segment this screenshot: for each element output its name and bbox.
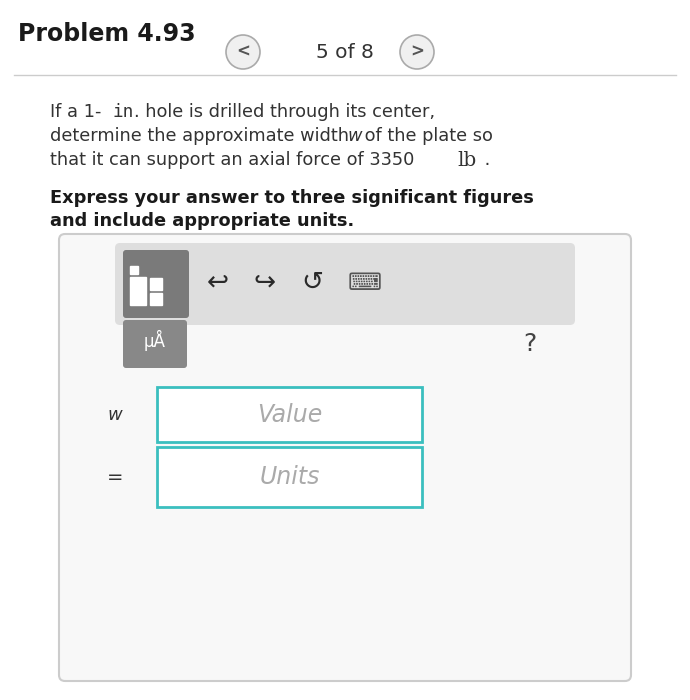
Text: >: > — [410, 43, 424, 61]
Text: =: = — [107, 468, 124, 486]
FancyBboxPatch shape — [59, 234, 631, 681]
FancyBboxPatch shape — [123, 250, 189, 318]
Text: that it can support an axial force of 3350: that it can support an axial force of 33… — [50, 151, 420, 169]
Text: .: . — [479, 151, 491, 169]
FancyBboxPatch shape — [115, 243, 575, 325]
Text: w: w — [347, 127, 362, 145]
Text: 5 of 8: 5 of 8 — [316, 43, 374, 62]
Text: Problem 4.93: Problem 4.93 — [18, 22, 196, 46]
Circle shape — [400, 35, 434, 69]
Bar — [130, 266, 138, 274]
Text: ↪: ↪ — [254, 270, 276, 296]
Text: and include appropriate units.: and include appropriate units. — [50, 212, 354, 230]
Text: in: in — [112, 103, 133, 121]
FancyBboxPatch shape — [157, 387, 422, 442]
Bar — [150, 293, 162, 305]
Text: μÅ: μÅ — [144, 330, 166, 351]
Text: <: < — [236, 43, 250, 61]
Text: ⌨: ⌨ — [348, 271, 382, 295]
Text: ↩: ↩ — [207, 270, 229, 296]
Text: Units: Units — [259, 465, 319, 489]
Text: determine the approximate width: determine the approximate width — [50, 127, 355, 145]
Text: Value: Value — [257, 402, 322, 426]
Text: of the plate so: of the plate so — [359, 127, 493, 145]
Text: ↺: ↺ — [301, 270, 323, 296]
FancyBboxPatch shape — [123, 320, 187, 368]
Text: w: w — [108, 405, 122, 424]
Text: If a 1-: If a 1- — [50, 103, 107, 121]
Text: ?: ? — [524, 332, 537, 356]
Text: lb: lb — [457, 151, 476, 170]
FancyBboxPatch shape — [157, 447, 422, 507]
Circle shape — [226, 35, 260, 69]
Text: . hole is drilled through its center,: . hole is drilled through its center, — [134, 103, 435, 121]
Bar — [150, 278, 162, 290]
Text: Express your answer to three significant figures: Express your answer to three significant… — [50, 189, 534, 207]
Bar — [130, 277, 146, 305]
